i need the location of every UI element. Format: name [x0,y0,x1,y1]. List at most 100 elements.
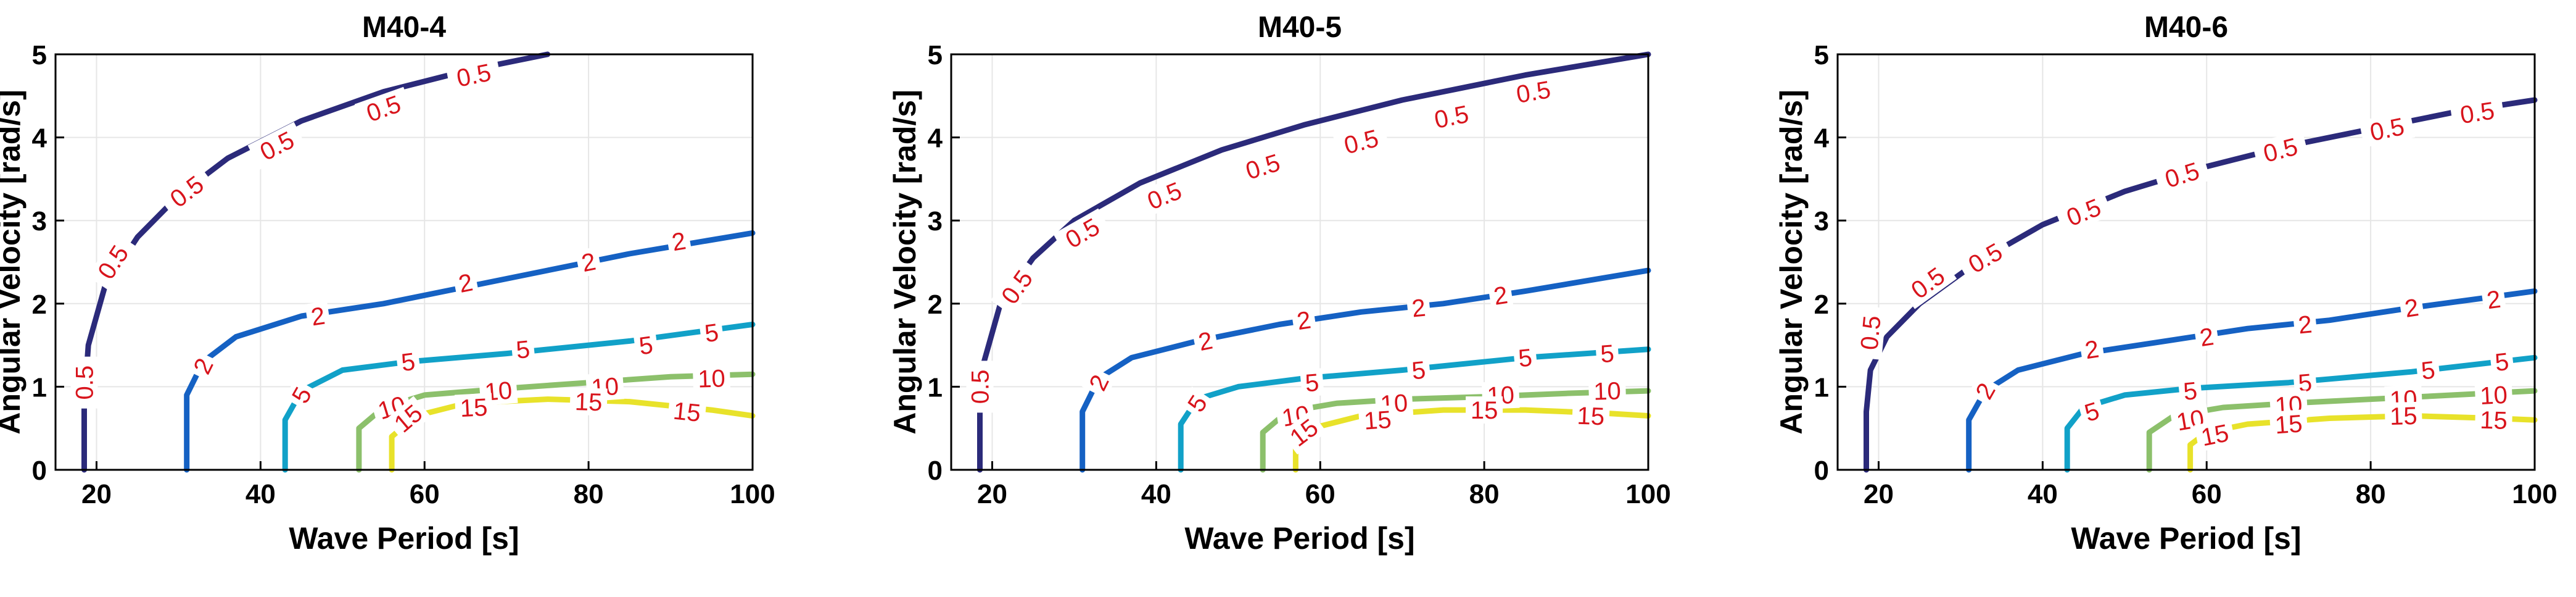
chart-title: M40-5 [1258,11,1342,44]
contour-line-5 [282,322,756,473]
contour-label: 10 [698,365,726,393]
contour-label: 15 [2274,410,2303,439]
contour-label-bg [87,233,139,291]
contour-label-bg [1899,256,1957,309]
contour-line-2 [1966,288,2538,473]
contour-label-bg [1406,355,1431,385]
contour-label: 15 [1363,406,1393,435]
contour-label: 2 [1411,294,1427,323]
contour-label-bg [1234,146,1292,187]
x-tick-label: 40 [246,479,276,509]
contour-label-bg [2252,130,2309,170]
contour-label-bg [305,301,331,332]
y-tick-label: 2 [32,290,47,320]
y-tick-label: 4 [928,123,943,154]
contour-label-bg [2398,293,2425,323]
y-tick-label: 3 [1814,206,1829,236]
x-tick-label: 100 [730,479,775,509]
contour-line-5 [1178,346,1651,473]
x-tick-label: 20 [1864,479,1894,509]
x-tick-label: 40 [2028,479,2058,509]
contour-label-bg [2079,334,2105,365]
contour-line-10 [1260,388,1651,473]
contour-label-bg [990,257,1043,316]
contour-label: 10 [2479,382,2508,410]
contour-label: 0.5 [2368,113,2406,146]
y-tick-label: 5 [1814,40,1829,70]
x-axis-label: Wave Period [s] [289,521,519,556]
contour-label-bg [157,165,216,219]
contour-label: 0.5 [455,59,493,93]
contour-label-bg [698,317,725,348]
contour-label-bg [2489,347,2515,377]
contour-label-bg [2384,401,2422,430]
contour-label-bg [966,361,994,413]
contour-label: 0.5 [1514,76,1553,109]
contour-label-bg [1595,339,1619,368]
contour-label-bg [692,364,731,393]
contour-label-bg [1332,122,1390,161]
contour-label-bg [354,86,413,130]
chart-panel-3: 0.50.50.50.50.50.50.5 0.522 2 22 255 5 5 510 10 1… [1774,11,2557,556]
contour-label: 10 [1593,377,1622,405]
y-tick-label: 3 [928,206,943,236]
contour-line-2 [1080,267,1651,473]
y-axis-label: Angular Velocity [rad/s] [888,90,922,434]
contour-label-bg [2292,309,2318,340]
chart-title: M40-6 [2144,11,2228,44]
contour-label-bg [569,387,608,416]
contour-label-bg [2077,395,2107,428]
contour-label: 0.5 [1856,314,1886,351]
contour-label-bg [1505,73,1561,110]
y-tick-label: 5 [32,40,47,70]
y-tick-label: 5 [928,40,943,70]
contour-label-bg [1572,401,1610,430]
contour-label-bg [2292,368,2318,398]
y-tick-label: 2 [928,290,943,320]
contour-label: 5 [2182,377,2198,406]
contour-line-5 [2064,354,2538,473]
contour-label-bg [1135,173,1194,218]
x-axis-label: Wave Period [s] [1184,521,1414,556]
contour-label: 5 [1517,344,1534,372]
contour-label-bg [2054,190,2113,235]
x-tick-label: 60 [1305,479,1335,509]
contour-label: 0.5 [1342,125,1382,159]
contour-label: 15 [672,398,702,427]
chart-title: M40-4 [362,11,446,44]
x-tick-label: 60 [2192,479,2222,509]
contour-label-bg [2178,376,2203,406]
contour-label-bg [1955,233,2015,283]
y-tick-label: 1 [1814,372,1829,403]
contour-label-bg [1300,368,1324,398]
contour-label-bg [510,335,535,364]
x-tick-label: 20 [81,479,112,509]
y-tick-label: 0 [928,456,943,486]
y-axis-label: Angular Velocity [rad/s] [1774,90,1809,434]
contour-label-bg [2474,406,2513,435]
contour-label-bg [667,396,707,427]
y-tick-label: 4 [32,123,47,154]
contour-label-bg [2480,284,2507,315]
contour-label: 2 [2297,311,2314,339]
x-tick-label: 40 [1141,479,1171,509]
y-tick-label: 1 [32,372,47,403]
contour-label-bg [2415,355,2441,385]
x-tick-label: 100 [2512,479,2557,509]
y-tick-label: 2 [1814,290,1829,320]
plot-frame [1836,53,2536,471]
contour-label-bg [284,378,319,412]
contour-label-bg [1358,405,1397,435]
contour-label-bg [2194,417,2236,452]
contour-label: 5 [515,336,532,364]
contour-label: 5 [1600,340,1615,368]
contour-label-bg [1423,98,1480,135]
x-tick-label: 100 [1625,479,1670,509]
contour-label-bg [1406,293,1431,323]
contour-line-10 [356,371,756,473]
contour-label: 0.5 [2458,97,2496,129]
contour-label: 5 [2420,356,2437,385]
contour-label: 0.5 [967,370,994,404]
contour-label-bg [385,396,431,441]
